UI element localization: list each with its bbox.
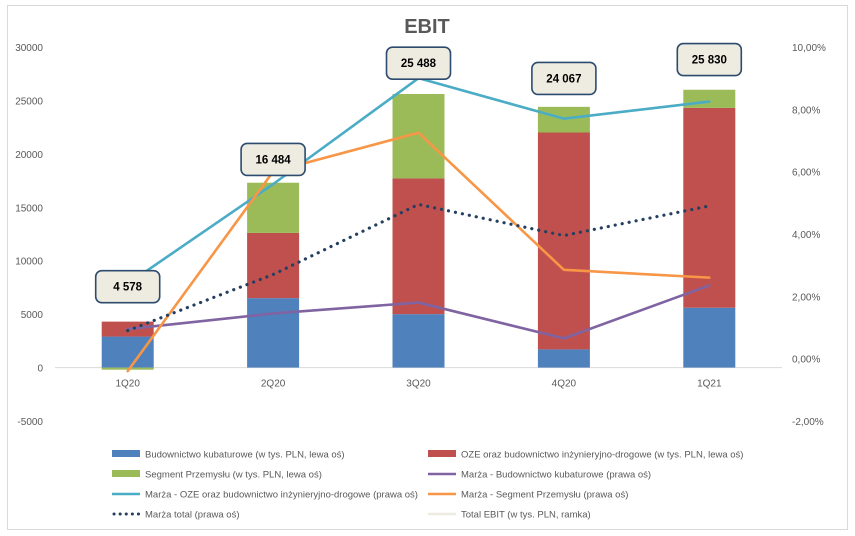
right-axis-tick-label: 0,00%	[792, 355, 820, 366]
total-callouts-group: 4 578 16 484 25 488 24 067 25 830	[94, 42, 743, 304]
right-axis-tick-label: 10,00%	[792, 43, 826, 54]
legend-label: Marża - OZE oraz budownictwo inżynieryjn…	[145, 490, 418, 501]
right-axis-tick-label: 4,00%	[792, 230, 820, 241]
left-axis-tick-label: 25000	[15, 96, 43, 107]
total-callout-box	[94, 269, 161, 304]
bar-segment-3	[247, 182, 300, 233]
right-axis-tick-label: 8,00%	[792, 105, 820, 116]
bar-segment-3	[683, 89, 736, 108]
bar-segment-2	[683, 107, 736, 308]
total-callout-label: 16 484	[256, 154, 292, 166]
bar-segment-2	[247, 232, 300, 299]
legend-swatch	[112, 470, 140, 477]
left-axis-tick-label: 30000	[15, 43, 43, 54]
category-label: 1Q21	[697, 379, 722, 390]
legend-group: Budownictwo kubaturowe (w tys. PLN, lewa…	[112, 450, 743, 521]
legend-swatch	[428, 450, 456, 457]
chart-title: EBIT	[404, 16, 450, 38]
total-callout-box	[531, 61, 597, 96]
category-label: 4Q20	[552, 379, 577, 390]
total-callout-box	[385, 46, 452, 81]
bar-segment-1	[683, 307, 736, 368]
bars-group	[101, 89, 736, 370]
bar-segment-2	[392, 178, 445, 315]
right-axis-tick-label: 6,00%	[792, 168, 820, 179]
bar-segment-3	[101, 367, 154, 370]
left-axis-tick-label: 15000	[15, 203, 43, 214]
right-axis-tick-label: -2,00%	[792, 417, 824, 428]
bar-segment-3	[392, 94, 445, 179]
bar-segment-1	[537, 349, 590, 368]
left-axis-tick-label: 20000	[15, 150, 43, 161]
bar-segment-2	[537, 132, 590, 350]
total-callout-label: 4 578	[113, 282, 142, 294]
total-callout-box	[676, 42, 743, 77]
category-label: 2Q20	[261, 379, 286, 390]
legend-label: Total EBIT (w tys. PLN, ramka)	[461, 510, 591, 521]
left-axis-tick-label: 0	[37, 364, 43, 375]
total-callout-label: 25 488	[401, 58, 437, 70]
right-axis-tick-label: 2,00%	[792, 292, 820, 303]
legend-label: Segment Przemysłu (w tys. PLN, lewa oś)	[145, 470, 322, 481]
total-callout-box	[240, 142, 306, 177]
left-axis-tick-label: 10000	[15, 257, 43, 268]
bar-segment-1	[101, 336, 154, 368]
total-callout-label: 24 067	[546, 73, 581, 85]
total-callout-label: 25 830	[692, 55, 727, 67]
category-label: 3Q20	[406, 379, 431, 390]
margin-line-3	[126, 131, 711, 373]
category-label: 1Q20	[115, 379, 140, 390]
legend-label: Budownictwo kubaturowe (w tys. PLN, lewa…	[145, 450, 345, 461]
margin-line-1	[126, 284, 711, 340]
bar-segment-1	[247, 298, 300, 368]
left-axis-tick-label: -5000	[17, 417, 43, 428]
legend-label: OZE oraz budownictwo inżynieryjno-drogow…	[461, 450, 743, 461]
axes-group: -5000 0 5000 10000 15000 20000 25000 30000 -2,00…	[15, 43, 826, 428]
bar-segment-1	[392, 314, 445, 368]
legend-swatch	[112, 450, 140, 457]
legend-label: Marża - Budownictwo kubaturowe (prawa oś…	[461, 470, 651, 481]
left-axis-tick-label: 5000	[21, 310, 44, 321]
legend-label: Marża total (prawa oś)	[145, 510, 240, 521]
legend-label: Marża - Segment Przemysłu (prawa oś)	[461, 490, 628, 501]
